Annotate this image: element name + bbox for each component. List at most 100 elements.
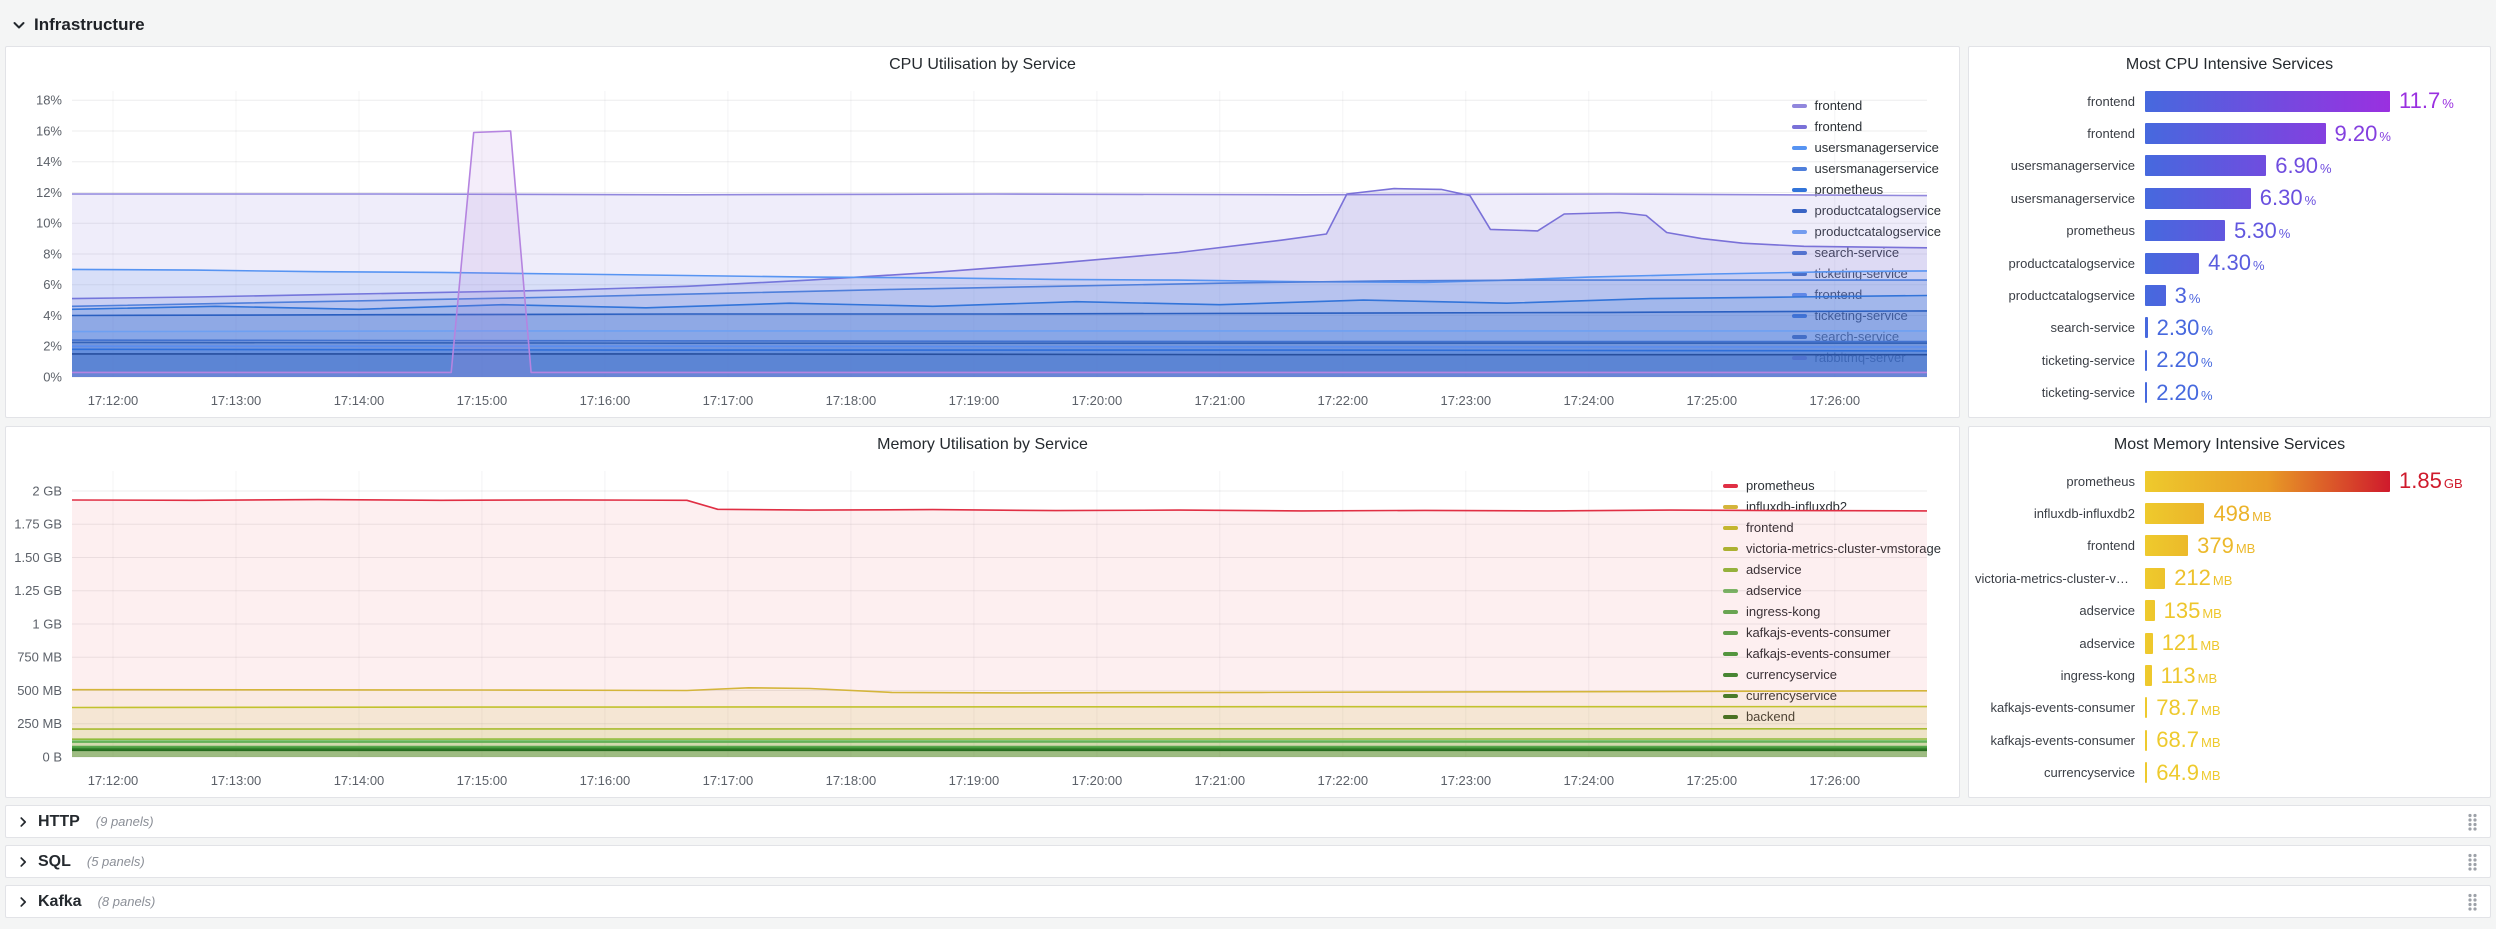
bar-gauge-unit: % [2304, 193, 2317, 209]
bar-gauge-unit: MB [2212, 573, 2233, 589]
x-axis-label: 17:18:00 [826, 393, 877, 408]
x-axis-label: 17:14:00 [334, 773, 385, 788]
bar-gauge-unit: % [2252, 258, 2265, 274]
memory-timeseries-plot[interactable]: 17:12:00 17:13:00 17:14:00 17:15:00 17:16:00… [6, 461, 1928, 797]
panel-title-most-memory[interactable]: Most Memory Intensive Services [2113, 436, 2346, 453]
series-color-swatch [1722, 483, 1738, 488]
bar-gauge-row: prometheus 1.85 GB [1975, 469, 2478, 493]
y-axis-label: 6% [43, 277, 62, 292]
legend-item-label: usersmanagerservice [1814, 161, 1939, 176]
legend-item[interactable]: adservice [1722, 559, 1941, 580]
series-color-swatch [1722, 651, 1738, 656]
legend-item-label: ticketing-service [1814, 266, 1908, 281]
bar-gauge-bar [2145, 697, 2148, 719]
x-axis-label: 17:25:00 [1686, 773, 1737, 788]
series-color-swatch [1722, 609, 1738, 614]
legend-item[interactable]: victoria-metrics-cluster-vmstorage [1722, 538, 1941, 559]
bar-gauge-unit: GB [2443, 476, 2463, 492]
legend-item[interactable]: backend [1722, 706, 1941, 727]
legend-item[interactable]: kafkajs-events-consumer [1722, 622, 1941, 643]
x-axis-label: 17:23:00 [1440, 773, 1491, 788]
x-axis-label: 17:16:00 [580, 393, 631, 408]
legend-item[interactable]: ingress-kong [1722, 601, 1941, 622]
bar-gauge-bar [2145, 567, 2166, 589]
legend-item[interactable]: currencyservice [1722, 664, 1941, 685]
legend-item[interactable]: frontend [1791, 116, 1941, 137]
panel-title-most-cpu[interactable]: Most CPU Intensive Services [2125, 56, 2334, 73]
series-color-swatch [1791, 124, 1807, 129]
bar-gauge-value: 3% [2174, 282, 2201, 308]
x-axis-label: 17:20:00 [1072, 393, 1123, 408]
panel-most-cpu-intensive: Most CPU Intensive Services frontend 11.7… [1968, 46, 2491, 418]
cpu-timeseries-plot[interactable]: 17:12:00 17:13:00 17:14:00 17:15:00 17:16:00… [6, 81, 1928, 417]
legend-item-label: kafkajs-events-consumer [1745, 646, 1891, 661]
x-axis-label: 17:19:00 [949, 773, 1000, 788]
bar-gauge-unit: % [2201, 387, 2213, 403]
panel-title-cpu-utilisation[interactable]: CPU Utilisation by Service [889, 56, 1076, 73]
x-axis-label: 17:16:00 [580, 773, 631, 788]
legend-item[interactable]: usersmanagerservice [1791, 158, 1941, 179]
bar-gauge-track: 6.30% [2145, 187, 2390, 209]
bar-gauge-label: frontend [2087, 126, 2135, 142]
drag-handle-icon[interactable] [2467, 893, 2478, 911]
row-infrastructure[interactable]: Infrastructure [5, 4, 2491, 46]
y-axis-label: 14% [36, 154, 62, 169]
legend-item-label: adservice [1745, 562, 1802, 577]
series-color-swatch [1722, 525, 1738, 530]
legend-item[interactable]: productcatalogservice [1791, 221, 1941, 242]
bar-gauge-label: prometheus [2066, 473, 2135, 489]
legend-item[interactable]: prometheus [1791, 179, 1941, 200]
bar-gauge-value: 135 MB [2163, 597, 2222, 623]
legend-item[interactable]: frontend [1722, 517, 1941, 538]
x-axis-label: 17:13:00 [211, 393, 262, 408]
bar-gauge-label: currencyservice [2043, 765, 2135, 781]
bar-gauge-unit: MB [2201, 702, 2221, 718]
legend-item[interactable]: rabbitmq-server [1791, 347, 1941, 368]
legend-item-label: frontend [1814, 98, 1863, 113]
drag-handle-icon[interactable] [2467, 813, 2478, 831]
row-kafka[interactable]: Kafka (8 panels) [5, 885, 2491, 918]
y-axis-label: 18% [36, 93, 62, 108]
legend-item[interactable]: frontend [1791, 284, 1941, 305]
drag-handle-icon[interactable] [2467, 853, 2478, 871]
bar-gauge-label: influxdb-influxdb2 [2033, 506, 2135, 522]
series-color-swatch [1722, 672, 1738, 677]
series-color-swatch [1791, 187, 1807, 192]
bar-gauge-row: kafkajs-events-consumer 78.7 MB [1975, 696, 2478, 720]
bar-gauge-value: 5.30% [2233, 217, 2291, 243]
x-axis-label: 17:24:00 [1563, 773, 1614, 788]
legend-item[interactable]: kafkajs-events-consumer [1722, 643, 1941, 664]
row-sql[interactable]: SQL (5 panels) [5, 845, 2491, 878]
bar-gauge-row: prometheus 5.30% [1975, 219, 2478, 243]
y-axis-label: 10% [36, 216, 62, 231]
legend-item[interactable]: search-service [1791, 326, 1941, 347]
bar-gauge-value: 6.90% [2275, 152, 2332, 178]
panel-cpu-utilisation: CPU Utilisation by Service 17:12:00 17:13… [5, 46, 1960, 418]
legend-item[interactable]: prometheus [1722, 475, 1941, 496]
legend-item[interactable]: usersmanagerservice [1791, 137, 1941, 158]
bar-gauge-unit: % [2201, 322, 2213, 338]
legend-item[interactable]: search-service [1791, 242, 1941, 263]
bar-gauge-row: ticketing-service 2.20% [1975, 348, 2478, 372]
y-axis-label: 0 B [42, 750, 62, 765]
bar-gauge-unit: MB [2252, 508, 2272, 524]
row-panel-count: (5 panels) [86, 854, 145, 869]
bar-gauge-label: ingress-kong [2060, 668, 2135, 684]
bar-gauge-value: 121 MB [2161, 630, 2220, 656]
bar-gauge-bar [2145, 665, 2152, 687]
x-axis-label: 17:22:00 [1317, 393, 1368, 408]
x-axis-label: 17:19:00 [949, 393, 1000, 408]
row-http[interactable]: HTTP (9 panels) [5, 805, 2491, 838]
bar-gauge-unit: % [2442, 96, 2454, 112]
legend-item[interactable]: adservice [1722, 580, 1941, 601]
panel-title-memory-utilisation[interactable]: Memory Utilisation by Service [877, 436, 1088, 453]
y-axis-label: 750 MB [17, 650, 62, 665]
bar-gauge-track: 5.30% [2145, 217, 2390, 243]
bar-gauge-value: 212 MB [2174, 565, 2233, 591]
legend-item[interactable]: ticketing-service [1791, 263, 1941, 284]
series-color-swatch [1722, 504, 1738, 509]
legend-item[interactable]: productcatalogservice [1791, 200, 1941, 221]
legend-item[interactable]: frontend [1791, 95, 1941, 116]
bar-gauge-value: 1.85 GB [2399, 468, 2463, 494]
bar-gauge-row: adservice 135 MB [1975, 599, 2478, 623]
